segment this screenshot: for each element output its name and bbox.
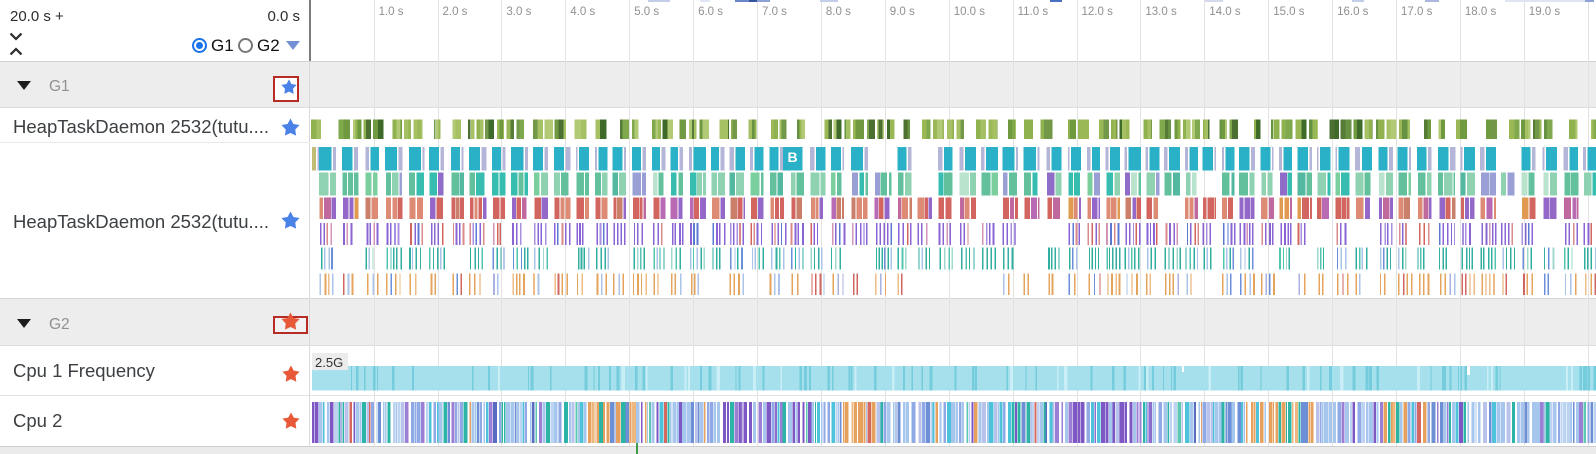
svg-text:B: B <box>787 149 797 165</box>
